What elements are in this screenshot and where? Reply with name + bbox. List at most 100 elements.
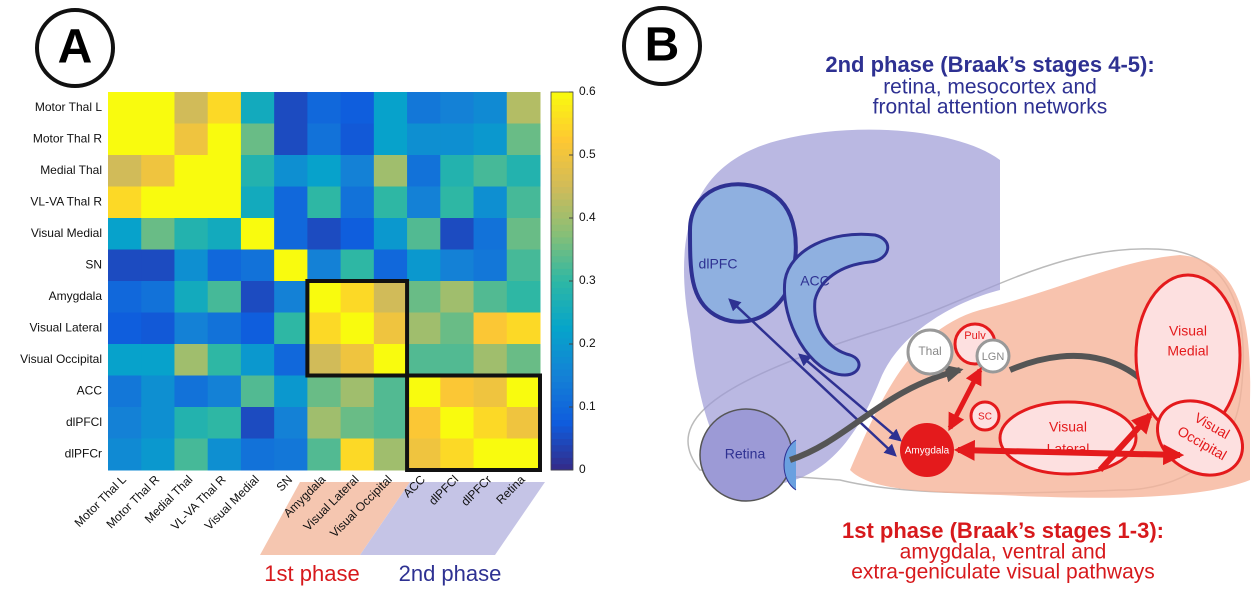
cell xyxy=(374,281,408,313)
node-label: Retina xyxy=(725,446,766,462)
cell xyxy=(274,281,308,313)
colorbar-step xyxy=(551,136,573,143)
colorbar-step xyxy=(551,294,573,301)
colorbar-step xyxy=(551,193,573,200)
cell xyxy=(307,281,341,313)
cell xyxy=(141,344,175,376)
cell xyxy=(341,407,375,439)
cell xyxy=(274,250,308,282)
node-shape xyxy=(690,184,796,321)
cell xyxy=(108,281,142,313)
cell xyxy=(108,124,142,156)
cell xyxy=(174,344,208,376)
cell xyxy=(141,218,175,250)
cell xyxy=(440,344,474,376)
cell xyxy=(474,187,508,219)
colorbar-step xyxy=(551,98,573,105)
node-label: Lateral xyxy=(1047,441,1090,457)
cell xyxy=(407,187,441,219)
colorbar-step xyxy=(551,155,573,162)
cell xyxy=(241,376,275,408)
cell xyxy=(108,187,142,219)
colorbar-step xyxy=(551,142,573,149)
cell xyxy=(307,313,341,345)
cell xyxy=(208,439,242,471)
cell xyxy=(208,344,242,376)
colorbar-step xyxy=(551,218,573,225)
cell xyxy=(507,407,541,439)
cell xyxy=(374,376,408,408)
cell xyxy=(374,218,408,250)
cell xyxy=(108,250,142,282)
colorbar-step xyxy=(551,445,573,452)
cell xyxy=(474,218,508,250)
cell xyxy=(440,250,474,282)
phase-label: 1st phase xyxy=(264,561,359,586)
cell xyxy=(341,187,375,219)
colorbar-tick-label: 0 xyxy=(579,462,586,476)
cell xyxy=(507,344,541,376)
phase-title: 1st phase (Braak’s stages 1-3): xyxy=(842,518,1164,543)
cell xyxy=(507,92,541,124)
cell xyxy=(407,344,441,376)
cell xyxy=(174,250,208,282)
cell xyxy=(241,187,275,219)
cell xyxy=(174,92,208,124)
cell xyxy=(507,250,541,282)
colorbar-step xyxy=(551,331,573,338)
cell xyxy=(241,439,275,471)
cell xyxy=(208,187,242,219)
cell xyxy=(474,92,508,124)
cell xyxy=(374,407,408,439)
node-label: Pulv xyxy=(964,330,986,342)
colorbar-step xyxy=(551,161,573,168)
colorbar-step xyxy=(551,237,573,244)
cell xyxy=(341,250,375,282)
cell xyxy=(440,407,474,439)
cell xyxy=(307,218,341,250)
cell xyxy=(141,187,175,219)
cell xyxy=(274,218,308,250)
phase-subtitle: frontal attention networks xyxy=(873,96,1108,119)
cell xyxy=(507,313,541,345)
cell xyxy=(507,124,541,156)
colorbar-step xyxy=(551,369,573,376)
cell xyxy=(141,281,175,313)
row-label: SN xyxy=(85,257,102,271)
row-label: Motor Thal L xyxy=(35,100,102,114)
cell xyxy=(474,281,508,313)
cell xyxy=(208,218,242,250)
colorbar-step xyxy=(551,300,573,307)
cell xyxy=(474,124,508,156)
colorbar-step xyxy=(551,105,573,112)
cell xyxy=(341,344,375,376)
cell xyxy=(241,407,275,439)
row-label: Motor Thal R xyxy=(33,131,102,145)
colorbar-step xyxy=(551,212,573,219)
colorbar-step xyxy=(551,394,573,401)
colorbar-step xyxy=(551,325,573,332)
colorbar-step xyxy=(551,313,573,320)
cell xyxy=(174,313,208,345)
cell xyxy=(341,92,375,124)
colorbar-step xyxy=(551,281,573,288)
cell xyxy=(174,218,208,250)
cell xyxy=(141,250,175,282)
cell xyxy=(274,407,308,439)
node-label: Visual xyxy=(1169,323,1207,339)
cell xyxy=(507,155,541,187)
cell xyxy=(474,313,508,345)
colorbar-step xyxy=(551,382,573,389)
cell xyxy=(474,250,508,282)
colorbar-step xyxy=(551,268,573,275)
cell xyxy=(108,155,142,187)
cell xyxy=(274,313,308,345)
cell xyxy=(174,281,208,313)
cell xyxy=(374,187,408,219)
cell xyxy=(241,218,275,250)
cell xyxy=(440,281,474,313)
cell xyxy=(108,92,142,124)
cell xyxy=(374,92,408,124)
colorbar-tick-label: 0.6 xyxy=(579,84,596,98)
cell xyxy=(274,439,308,471)
